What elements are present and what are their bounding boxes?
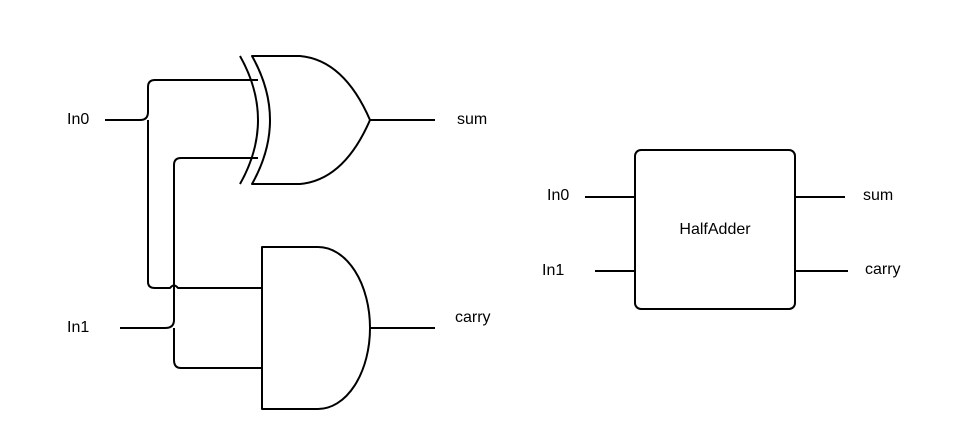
output-label-sum: sum (457, 111, 487, 128)
and-gate-body (261, 246, 371, 410)
wire-in0-to-and (147, 120, 262, 289)
and-gate (261, 246, 371, 410)
xor-gate (239, 55, 371, 185)
input-label-in1: In1 (67, 319, 89, 336)
gate-level-circuit: In0 In1 sum carry (67, 55, 491, 410)
output-label-carry: carry (455, 309, 491, 326)
wire-in1-to-and (173, 328, 262, 369)
xor-gate-back-curve (239, 55, 259, 185)
half-adder-block (634, 149, 796, 310)
input-label-in0: In0 (67, 111, 89, 128)
block-output-label-sum: sum (863, 187, 893, 204)
wire-in0-bracket (139, 79, 258, 121)
xor-gate-body (251, 55, 371, 185)
block-input-label-in0: In0 (547, 187, 569, 204)
block-output-label-carry: carry (865, 261, 901, 278)
wire-in1-bracket (164, 157, 258, 329)
block-input-label-in1: In1 (542, 262, 564, 279)
half-adder-block-symbol: HalfAdder In0 In1 sum carry (542, 149, 901, 310)
block-title: HalfAdder (679, 221, 751, 238)
